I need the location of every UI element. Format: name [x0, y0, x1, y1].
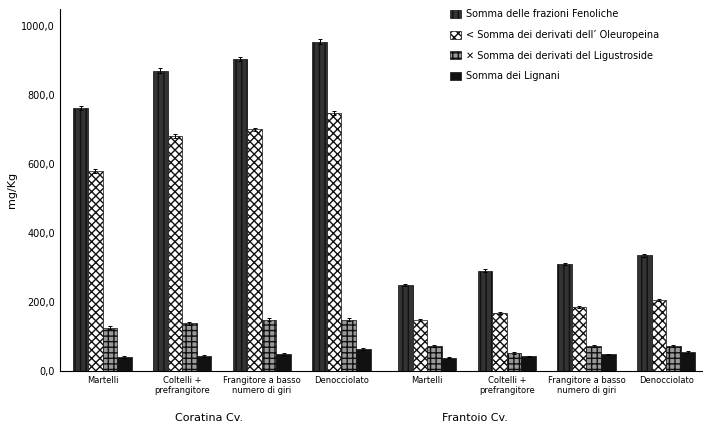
Bar	[442, 358, 457, 371]
Bar	[492, 313, 507, 371]
Bar	[247, 129, 262, 371]
Bar	[88, 171, 103, 371]
Bar	[601, 354, 615, 371]
Bar	[262, 320, 277, 371]
Bar	[413, 320, 427, 371]
Bar	[637, 255, 652, 371]
Bar	[182, 323, 197, 371]
Bar	[153, 71, 167, 371]
Bar	[557, 264, 572, 371]
Bar	[427, 346, 442, 371]
Bar	[167, 136, 182, 371]
Bar	[478, 271, 492, 371]
Bar	[103, 328, 117, 371]
Bar	[356, 350, 371, 371]
Bar	[681, 352, 696, 371]
Bar	[197, 356, 211, 371]
Bar	[342, 320, 356, 371]
Bar	[666, 346, 681, 371]
Bar	[233, 59, 247, 371]
Text: Coratina Cv.: Coratina Cv.	[175, 413, 243, 423]
Bar	[521, 356, 536, 371]
Bar	[398, 285, 413, 371]
Bar	[277, 354, 291, 371]
Text: Frantoio Cv.: Frantoio Cv.	[442, 413, 508, 423]
Bar	[327, 113, 342, 371]
Y-axis label: mg/Kg: mg/Kg	[7, 172, 17, 208]
Bar	[586, 346, 601, 371]
Bar	[117, 357, 132, 371]
Bar	[652, 300, 666, 371]
Bar	[74, 108, 88, 371]
Legend: Somma delle frazioni Fenoliche, < Somma dei derivati dell’ Oleuropeina, ✕ Somma : Somma delle frazioni Fenoliche, < Somma …	[447, 7, 662, 84]
Bar	[313, 42, 327, 371]
Bar	[507, 353, 521, 371]
Bar	[572, 307, 586, 371]
